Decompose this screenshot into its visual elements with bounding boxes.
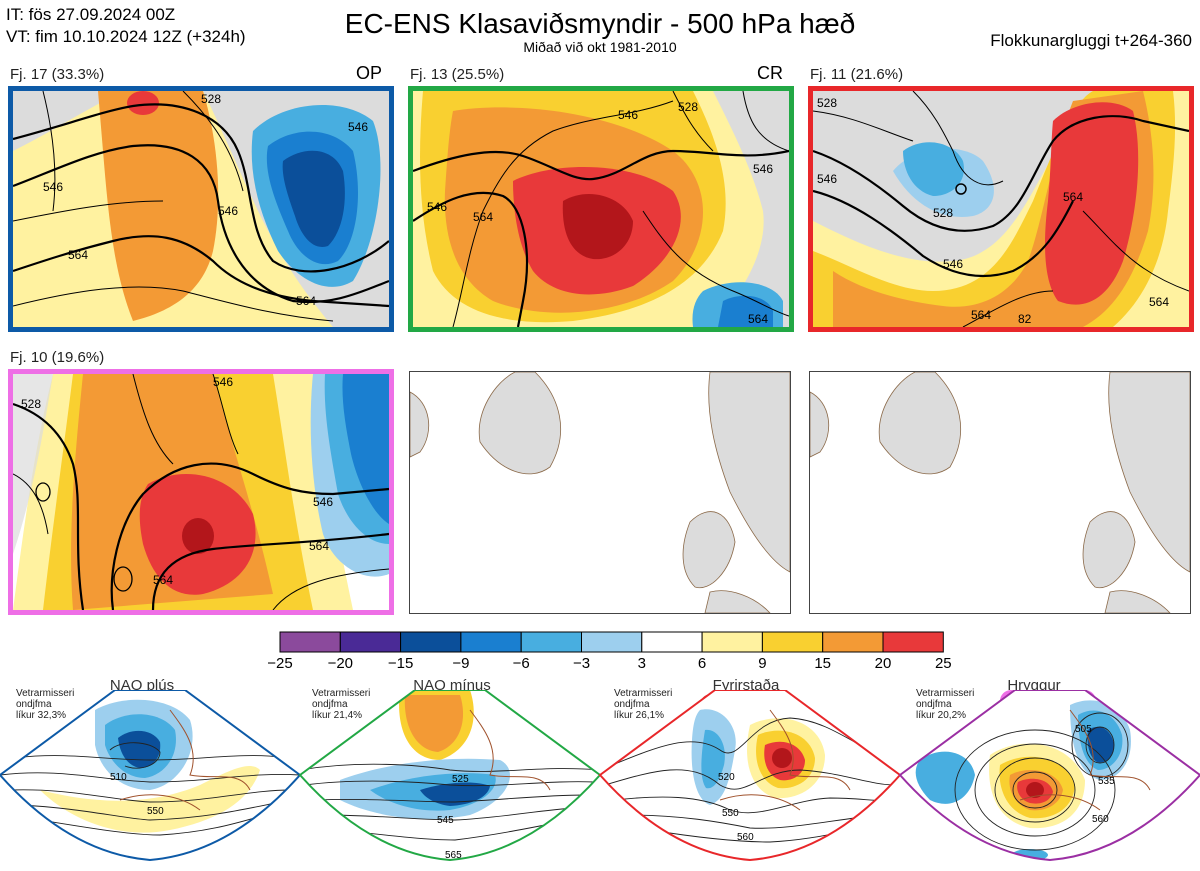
- colorbar-tick-label: 20: [874, 655, 892, 672]
- regime-1-season: Vetrarmisseri: [16, 688, 75, 699]
- colorbar-tick-label: 3: [637, 655, 646, 672]
- c3-contour-label-1: 546: [817, 172, 837, 186]
- regime-sectors: 510 550 525 545 565: [0, 690, 1200, 862]
- colorbar-tick-label: 25: [934, 655, 952, 672]
- colorbar-cell: [822, 631, 884, 653]
- c3-contour-label-6: 564: [1149, 295, 1169, 309]
- regime-1-map: 510 550: [0, 690, 300, 860]
- colorbar-tick-label: −25: [267, 655, 293, 672]
- colorbar-tick-label: −3: [572, 655, 591, 672]
- c4-contour-label-3: 564: [309, 539, 329, 553]
- regime-2-season: Vetrarmisseri: [312, 688, 371, 699]
- regime-1-months: ondjfma: [16, 699, 52, 710]
- c1-contour-label-4: 564: [68, 248, 88, 262]
- regime-2-map: 525 545 565: [300, 690, 600, 861]
- colorbar: [279, 631, 944, 653]
- colorbar-tick-label: −20: [327, 655, 354, 672]
- c1-contour-label-5: 564: [296, 294, 316, 308]
- colorbar-cell: [581, 631, 643, 653]
- regime-2-contour-2: 545: [437, 815, 454, 826]
- c1-contour-label-2: 546: [218, 204, 238, 218]
- regime-4-contour-1: 505: [1075, 724, 1092, 735]
- cluster-3-map: 546 528 546 564 564 564 528 82: [808, 86, 1194, 332]
- regime-2-months: ondjfma: [312, 699, 348, 710]
- c2-contour-label-6: 528: [678, 100, 698, 114]
- c2-contour-label-1: 546: [427, 200, 447, 214]
- regime-3-contour-2: 550: [722, 808, 739, 819]
- regime-2-contour-1: 525: [452, 774, 469, 785]
- regime-1-info: Vetrarmisseri ondjfma líkur 32,3%: [16, 688, 74, 721]
- regime-1-prob: líkur 32,3%: [16, 710, 67, 721]
- c2-contour-label-4: 546: [753, 162, 773, 176]
- cluster-4-label: Fj. 10 (19.6%): [10, 349, 105, 366]
- colorbar-cell: [520, 631, 582, 653]
- regime-1-contour-1: 510: [110, 772, 127, 783]
- c1-contour-label-3: 546: [348, 120, 368, 134]
- c3-contour-label-7: 528: [817, 96, 837, 110]
- c3-contour-label-3: 546: [943, 257, 963, 271]
- regime-2-contour-3: 565: [445, 850, 462, 861]
- colorbar-tick-label: 15: [814, 655, 832, 672]
- colorbar-tick-label: 6: [697, 655, 707, 672]
- c3-contour-label-2: 528: [933, 206, 953, 220]
- regime-3-info: Vetrarmisseri ondjfma líkur 26,1%: [614, 688, 672, 721]
- cluster-1-map: 546 546 546 564 564 528: [8, 86, 394, 332]
- cluster-2-map: 546 564 546 546 564 528: [408, 86, 794, 332]
- empty-map-slot-1: [409, 371, 791, 614]
- cluster-2-label: Fj. 13 (25.5%): [410, 66, 505, 83]
- colorbar-tick-label: −9: [452, 655, 470, 672]
- c1-contour-label-6: 528: [201, 92, 221, 106]
- colorbar-cell: [882, 631, 944, 653]
- cluster-2-tag: CR: [757, 63, 783, 83]
- regime-3-months: ondjfma: [614, 699, 650, 710]
- cluster-4-map: 528 546 564 564 546: [8, 369, 394, 615]
- colorbar-cell: [460, 631, 522, 653]
- colorbar-cell: [761, 631, 824, 653]
- regime-4-contour-3: 560: [1092, 814, 1109, 825]
- cluster-1-tag: OP: [356, 63, 383, 83]
- regime-3-contour-3: 560: [737, 832, 754, 843]
- c3-contour-label-5: 564: [971, 308, 991, 322]
- c2-contour-label-2: 564: [473, 210, 493, 224]
- regime-3-contour-1: 520: [718, 772, 735, 783]
- colorbar-tick-label: −6: [512, 655, 530, 672]
- regime-3-season: Vetrarmisseri: [614, 688, 673, 699]
- empty-map-slot-2: [809, 371, 1191, 614]
- c4-contour-label-5: 546: [213, 375, 233, 389]
- regime-4-season: Vetrarmisseri: [916, 688, 975, 699]
- colorbar-cell: [701, 631, 763, 653]
- colorbar-cell: [641, 631, 703, 653]
- regime-4-months: ondjfma: [916, 699, 952, 710]
- colorbar-cell: [339, 631, 402, 653]
- c3-contour-label-8: 82: [1018, 312, 1032, 326]
- c2-contour-label-3: 546: [618, 108, 638, 122]
- regime-4-map: 505 535 560: [900, 690, 1200, 860]
- regime-2-info: Vetrarmisseri ondjfma líkur 21,4%: [312, 688, 370, 721]
- cluster-1-label: Fj. 17 (33.3%): [10, 66, 105, 83]
- c3-contour-label-4: 564: [1063, 190, 1083, 204]
- cluster-3-label: Fj. 11 (21.6%): [810, 66, 904, 83]
- regime-4-info: Vetrarmisseri ondjfma líkur 20,2%: [916, 688, 974, 721]
- regime-4-contour-2: 535: [1098, 776, 1115, 787]
- colorbar-tick-label: −15: [387, 655, 414, 672]
- c2-contour-label-5: 564: [748, 312, 768, 326]
- colorbar-tick-label: 9: [758, 655, 767, 672]
- colorbar-cell: [400, 631, 462, 653]
- valid-time: VT: fim 10.10.2024 12Z (+324h): [6, 27, 246, 46]
- c1-contour-label-1: 546: [43, 180, 63, 194]
- c4-contour-label-4: 564: [153, 573, 173, 587]
- page-title: EC-ENS Klasaviðsmyndir - 500 hPa hæð: [344, 8, 856, 39]
- colorbar-cell: [279, 631, 341, 653]
- init-time: IT: fös 27.09.2024 00Z: [6, 5, 176, 24]
- regime-3-prob: líkur 26,1%: [614, 710, 665, 721]
- page-subtitle: Miðað við okt 1981-2010: [523, 39, 677, 55]
- regime-2-prob: líkur 21,4%: [312, 710, 363, 721]
- regime-4-prob: líkur 20,2%: [916, 710, 967, 721]
- regime-1-contour-2: 550: [147, 806, 164, 817]
- clustering-window: Flokkunargluggi t+264-360: [990, 31, 1192, 50]
- c4-contour-label-1: 528: [21, 397, 41, 411]
- c4-contour-label-2: 546: [313, 495, 333, 509]
- header-times: IT: fös 27.09.2024 00Z VT: fim 10.10.202…: [6, 4, 246, 48]
- regime-3-map: 520 550 560: [600, 690, 900, 860]
